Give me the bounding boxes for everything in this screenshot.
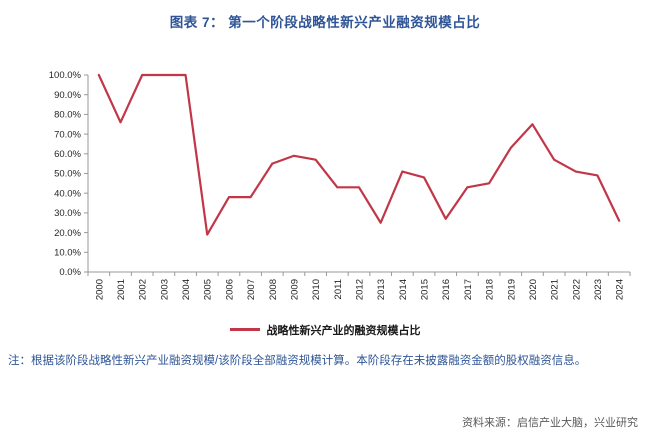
svg-text:2018: 2018 — [485, 279, 496, 300]
svg-text:2015: 2015 — [420, 279, 431, 300]
chart-legend: 战略性新兴产业的融资规模占比 — [0, 322, 650, 337]
svg-text:10.0%: 10.0% — [54, 248, 81, 259]
chart-area: 0.0% 10.0% 20.0% 30.0% 40.0% 50.0% 60.0% 70.0% 8… — [0, 33, 650, 326]
legend-label: 战略性新兴产业的融资规模占比 — [266, 324, 421, 337]
svg-text:2001: 2001 — [116, 279, 127, 300]
svg-text:2014: 2014 — [398, 279, 409, 300]
svg-text:90.0%: 90.0% — [54, 90, 81, 101]
svg-text:60.0%: 60.0% — [54, 149, 81, 160]
svg-text:2020: 2020 — [528, 279, 539, 300]
svg-text:2008: 2008 — [268, 279, 279, 300]
svg-text:100.0%: 100.0% — [49, 70, 82, 81]
svg-text:2003: 2003 — [159, 279, 170, 300]
svg-text:2002: 2002 — [138, 279, 149, 300]
svg-text:2007: 2007 — [246, 279, 257, 300]
note-text: 注：根据该阶段战略性新兴产业融资规模/该阶段全部融资规模计算。本阶段存在未披露融… — [8, 355, 587, 367]
line-chart: 0.0% 10.0% 20.0% 30.0% 40.0% 50.0% 60.0% 70.0% 8… — [49, 70, 631, 300]
svg-text:2010: 2010 — [311, 279, 322, 300]
svg-text:2009: 2009 — [289, 279, 300, 300]
svg-text:2016: 2016 — [441, 279, 452, 300]
svg-text:2006: 2006 — [224, 279, 235, 300]
page-title: 图表 7： 第一个阶段战略性新兴产业融资规模占比 — [169, 15, 481, 30]
source-text: 资料来源：启信产业大脑，兴业研究 — [462, 417, 638, 429]
svg-text:2012: 2012 — [355, 279, 366, 300]
svg-text:40.0%: 40.0% — [54, 188, 81, 199]
svg-text:2011: 2011 — [333, 279, 344, 299]
svg-text:2024: 2024 — [615, 279, 626, 300]
svg-text:2004: 2004 — [181, 279, 192, 300]
svg-text:2023: 2023 — [593, 279, 604, 300]
svg-text:2021: 2021 — [550, 279, 561, 300]
svg-text:20.0%: 20.0% — [54, 228, 81, 239]
legend-line-marker — [229, 328, 260, 331]
svg-text:2000: 2000 — [94, 279, 105, 300]
svg-text:30.0%: 30.0% — [54, 208, 81, 219]
svg-text:50.0%: 50.0% — [54, 169, 81, 180]
svg-text:2005: 2005 — [203, 279, 214, 300]
svg-text:2022: 2022 — [571, 279, 582, 300]
svg-text:0.0%: 0.0% — [59, 267, 81, 278]
svg-text:2019: 2019 — [506, 279, 517, 300]
svg-text:70.0%: 70.0% — [54, 129, 81, 140]
svg-text:2017: 2017 — [463, 279, 474, 300]
svg-text:80.0%: 80.0% — [54, 110, 81, 121]
svg-text:2013: 2013 — [376, 279, 387, 300]
